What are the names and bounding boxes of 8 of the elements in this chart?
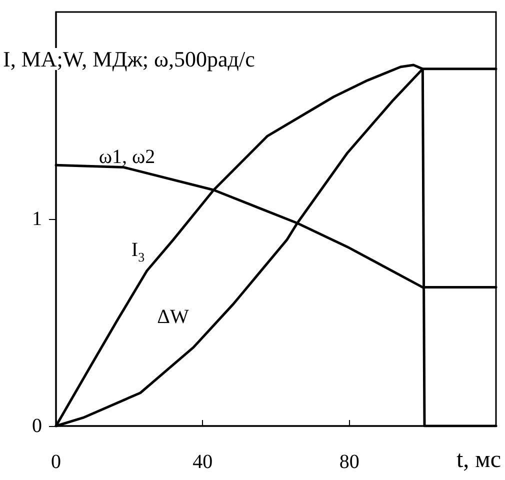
x-axis-title: t, мс	[456, 447, 502, 473]
annotation: ω1, ω2	[98, 146, 156, 168]
x-tick-label: 80	[339, 451, 360, 473]
annotation: ΔW	[157, 306, 189, 328]
x-tick-label: 0	[51, 451, 61, 473]
y-tick-label: 1	[32, 208, 42, 230]
x-tick-label: 40	[192, 451, 213, 473]
y-axis-title: I, МА;W, МДж; ω,500рад/с	[3, 46, 256, 72]
